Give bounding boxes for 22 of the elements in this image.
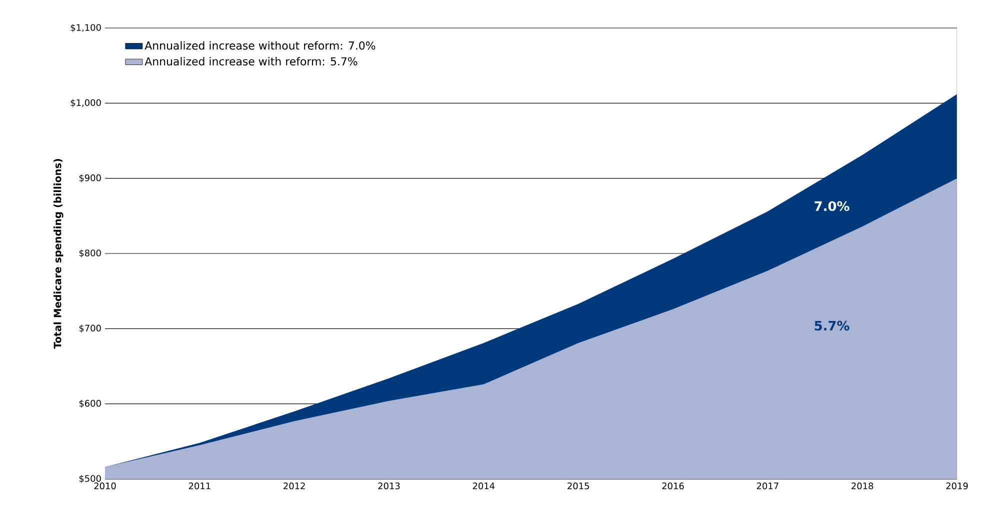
y-tick-label: $800 [79,249,101,258]
x-tick-label: 2019 [946,482,968,490]
annotation: 5.7% [814,320,850,331]
y-tick-label: $600 [79,400,101,408]
legend-label: Annualized increase without reform: 7.0% [144,41,376,50]
annotation: 7.0% [814,201,850,212]
y-tick-label: $1,100 [70,24,101,32]
x-tick-label: 2010 [94,482,116,490]
x-tick-label: 2016 [662,482,684,490]
y-axis-title: Total Medicare spending (billions) [54,159,64,349]
x-tick-label: 2011 [188,482,210,490]
x-tick-label: 2017 [756,482,778,490]
x-tick-label: 2014 [472,482,495,490]
y-tick-label: $900 [79,174,101,182]
y-tick-label: $700 [79,324,101,333]
x-tick-label: 2013 [378,482,400,490]
legend-label: Annualized increase with reform: 5.7% [144,57,358,66]
y-tick-label: $1,000 [70,99,101,108]
y-tick-label: $500 [79,474,101,484]
x-tick-label: 2015 [568,482,589,490]
x-tick-label: 2012 [284,482,305,490]
x-tick-label: 2018 [852,482,874,490]
